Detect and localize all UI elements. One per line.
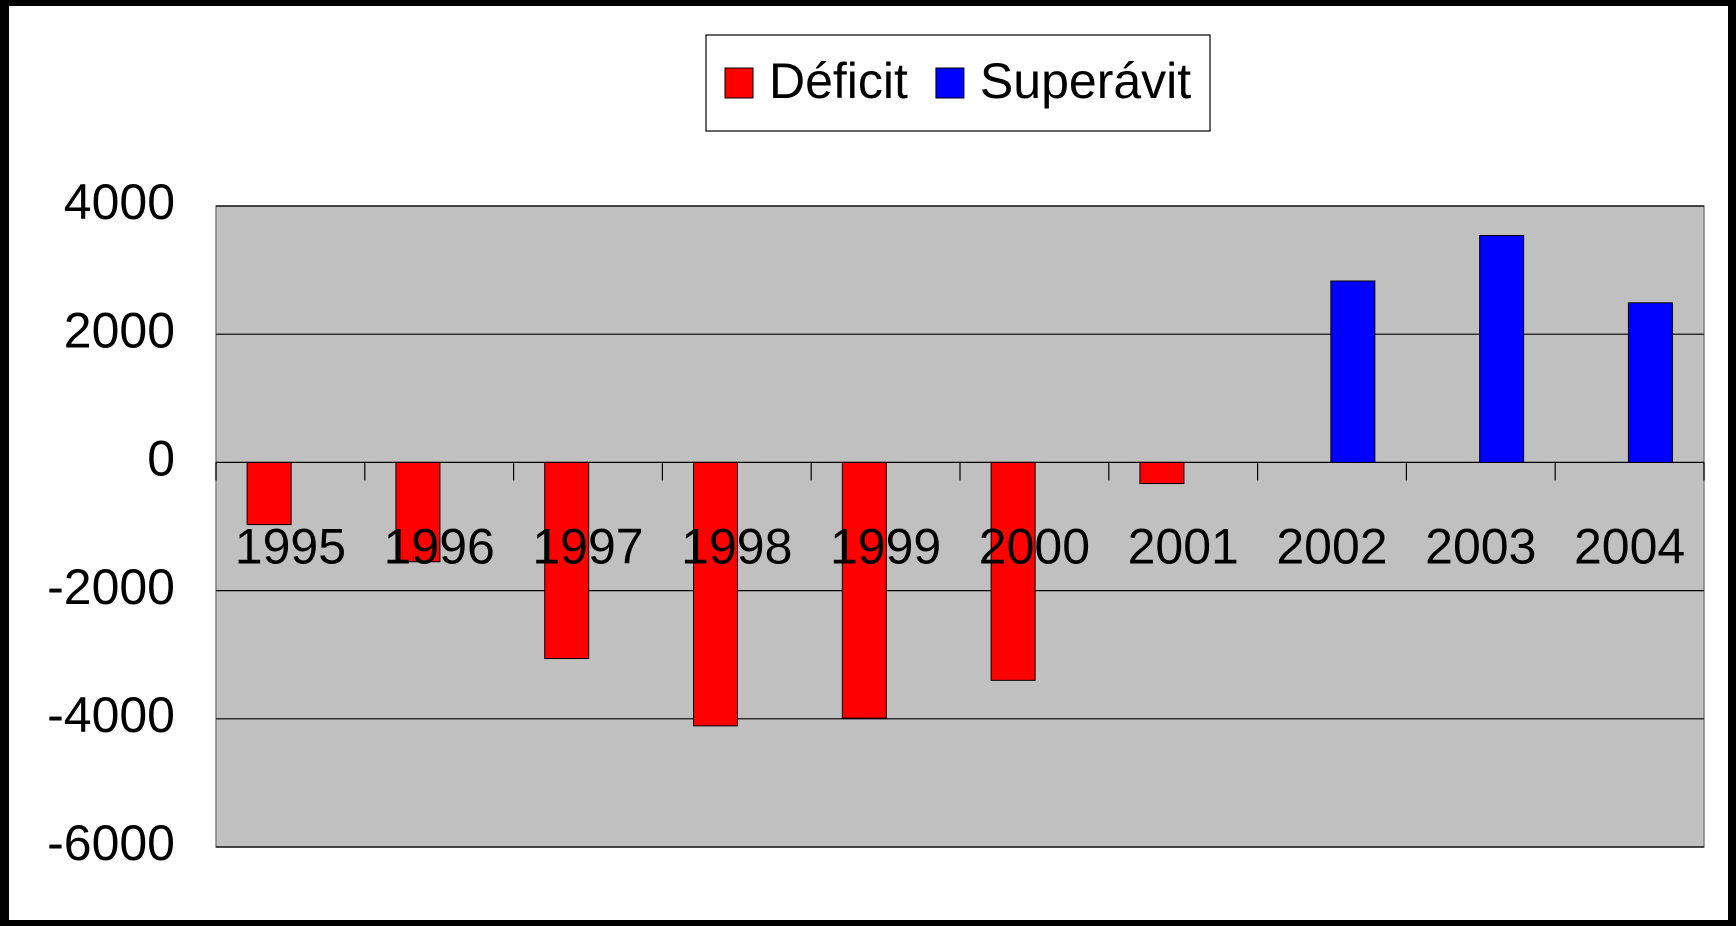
x-tick-label: 1996 [384,519,495,575]
x-tick-label: 1997 [532,519,643,575]
x-tick-label: 1998 [681,519,792,575]
bar [544,461,590,660]
y-tick-label: -4000 [47,687,175,743]
x-tick-label: 1995 [235,519,346,575]
bar [395,461,441,563]
bar [1627,302,1673,463]
legend-swatch [935,67,965,99]
x-tick-label: 2002 [1276,519,1387,575]
plot-area [215,205,1705,848]
y-tick-label: 0 [147,431,175,487]
bar [1330,280,1376,463]
legend-swatch [724,67,754,99]
x-tick-label: 2004 [1574,519,1685,575]
y-tick-label: 4000 [64,174,175,230]
bar [841,461,887,719]
bar [246,461,292,526]
bar [1139,461,1185,485]
y-tick-label: -2000 [47,559,175,615]
x-tick-label: 2001 [1128,519,1239,575]
y-tick-label: 2000 [64,302,175,358]
x-tick-label: 2000 [979,519,1090,575]
x-tick-label: 1999 [830,519,941,575]
bar [1479,234,1525,463]
y-tick-label: -6000 [47,815,175,871]
legend-label: Déficit [769,53,908,109]
bar [990,461,1036,681]
x-tick-label: 2003 [1425,519,1536,575]
legend-label: Superávit [980,53,1191,109]
bar [693,461,739,727]
